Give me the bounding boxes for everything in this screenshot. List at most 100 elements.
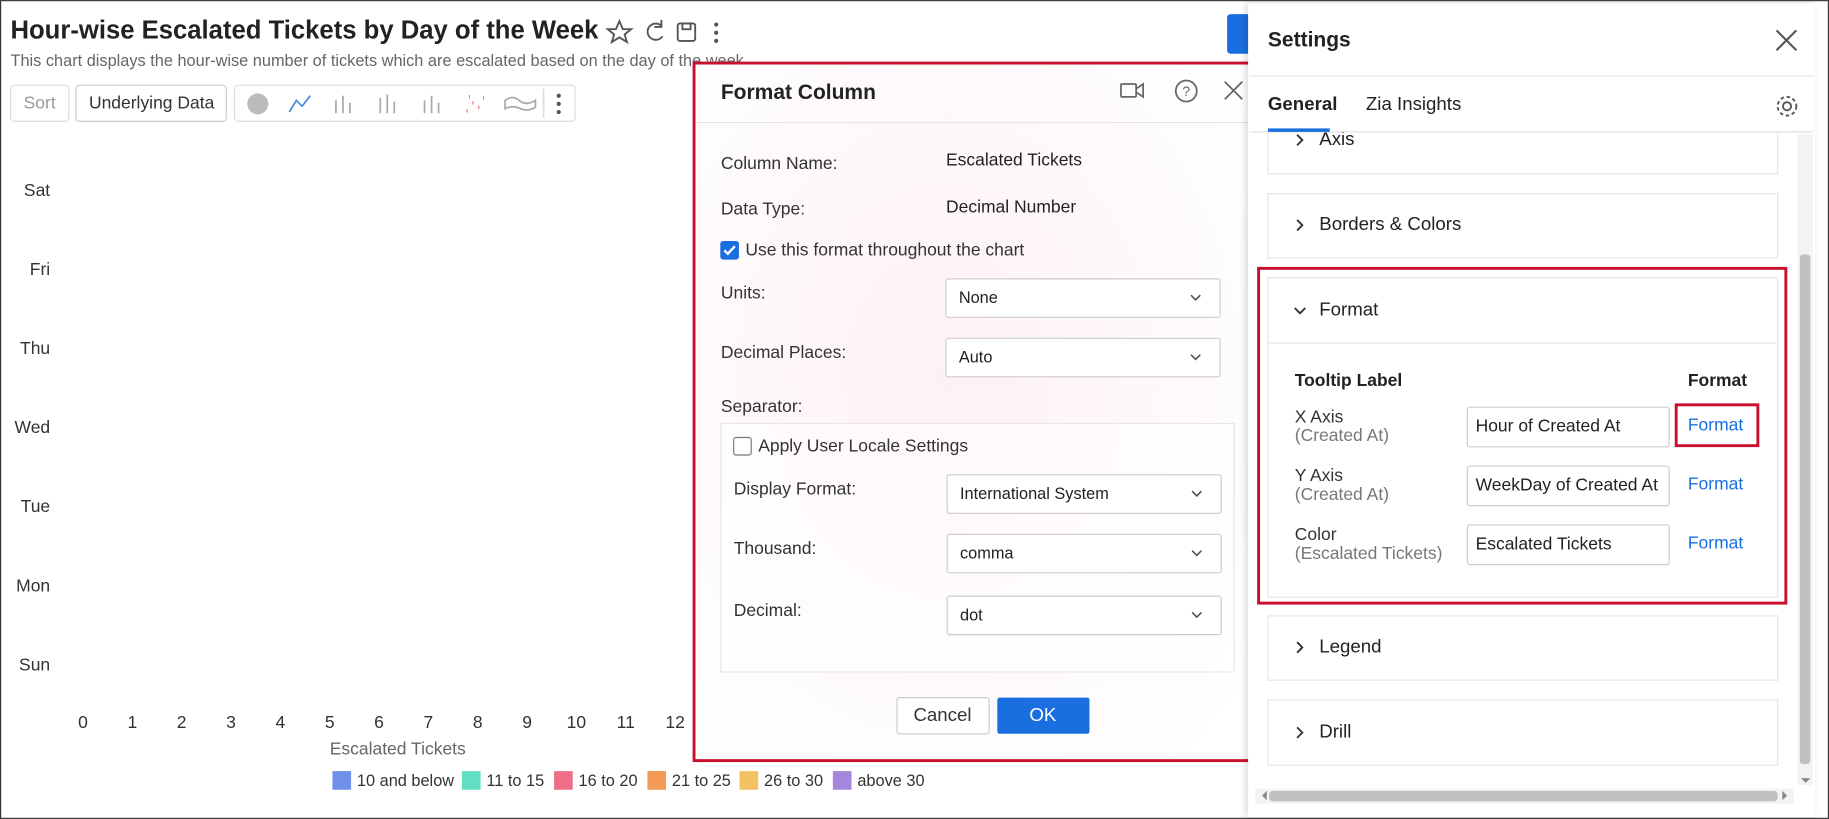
cell-label: 19 <box>418 419 436 437</box>
underlying-data-button[interactable] <box>75 84 227 122</box>
cell-label: 9 <box>374 340 383 358</box>
cell-label: 16 <box>270 182 288 200</box>
tooltip-input[interactable] <box>1466 465 1670 507</box>
dropdown[interactable] <box>946 533 1222 574</box>
cell-label: 23 <box>468 182 486 200</box>
more-icon[interactable] <box>714 22 719 44</box>
legend-swatch[interactable] <box>461 771 481 790</box>
format-highlight <box>1257 266 1788 605</box>
cell-label: 19 <box>172 261 190 279</box>
stacked-icon[interactable] <box>423 95 440 114</box>
cancel-button[interactable] <box>896 697 990 735</box>
settings-section <box>1267 699 1779 766</box>
map-icon[interactable] <box>504 96 537 111</box>
dialog-close[interactable] <box>1224 81 1243 100</box>
sort-label[interactable]: Sort <box>24 93 56 113</box>
refresh-icon[interactable] <box>646 19 664 41</box>
section-title[interactable]: Legend <box>1319 635 1381 656</box>
legend-label[interactable]: 26 to 30 <box>764 772 823 790</box>
cell-label: 33 <box>665 498 683 516</box>
dialog-title: Format Column <box>721 81 876 104</box>
legend-label[interactable]: 11 to 15 <box>486 772 544 790</box>
format-link[interactable]: Format <box>1688 532 1744 552</box>
dropdown[interactable] <box>946 595 1222 636</box>
legend-label[interactable]: above 30 <box>857 772 924 790</box>
field-label: Data Type: <box>721 199 805 219</box>
dropdown-arrow <box>1190 294 1201 302</box>
format-link[interactable]: Format <box>1688 414 1744 434</box>
h-scrollbar-thumb[interactable] <box>1269 790 1778 802</box>
settings-close[interactable] <box>1775 29 1798 51</box>
dropdown[interactable] <box>945 337 1221 378</box>
legend-label[interactable]: 10 and below <box>357 772 454 790</box>
cancel-label[interactable]: Cancel <box>913 704 971 725</box>
checkbox-label[interactable]: Use this format throughout the chart <box>745 239 1024 259</box>
tooltip-value: WeekDay of Created At <box>1476 475 1659 495</box>
scatter-icon[interactable] <box>466 95 485 113</box>
format-link[interactable]: Format <box>1688 473 1744 493</box>
axis-label: X Axis <box>1295 406 1344 426</box>
title: Hour-wise Escalated Tickets by Day of th… <box>10 16 599 44</box>
description: This chart displays the hour-wise number… <box>10 52 744 70</box>
y-tick-label: Fri <box>30 259 50 279</box>
cell-label: 22 <box>418 182 436 200</box>
dropdown-arrow <box>1190 354 1201 361</box>
legend-swatch[interactable] <box>739 771 759 790</box>
cell-label: 13 <box>122 498 140 516</box>
cell-label: 14 <box>122 182 140 200</box>
settings-tab[interactable]: General <box>1268 93 1337 114</box>
legend-label[interactable]: 16 to 20 <box>579 772 638 790</box>
legend-swatch[interactable] <box>332 771 352 790</box>
settings-panel: Axis Borders & Colors Format Legend Drill Too… <box>1248 3 1816 817</box>
dropdown-value: comma <box>960 544 1014 562</box>
cell-label: 17 <box>270 419 288 437</box>
settings-tab[interactable]: Zia Insights <box>1366 93 1461 114</box>
dropdown-arrow <box>1191 490 1203 497</box>
cell-label: 26 <box>270 498 288 516</box>
section-title[interactable]: Drill <box>1319 721 1351 742</box>
favorite-icon[interactable] <box>605 18 634 45</box>
legend-label[interactable]: 21 to 25 <box>672 772 731 790</box>
legend-swatch[interactable] <box>647 771 667 790</box>
tooltip-input[interactable] <box>1466 406 1670 448</box>
apply-locale-checkbox[interactable] <box>733 436 752 456</box>
tooltip-input[interactable] <box>1466 524 1670 566</box>
cell-label: 22 <box>320 182 338 200</box>
tooltip-value: Hour of Created At <box>1476 416 1621 436</box>
section-title[interactable]: Format <box>1319 298 1379 319</box>
cell-label: 24 <box>73 340 91 358</box>
cell-label: 11 <box>616 182 633 200</box>
ok-label[interactable]: OK <box>1029 704 1057 725</box>
column-icon[interactable] <box>379 94 396 114</box>
sort-button[interactable] <box>9 84 70 122</box>
checkbox-label[interactable]: Apply User Locale Settings <box>758 435 968 455</box>
section-title[interactable]: Borders & Colors <box>1319 213 1461 234</box>
settings-header <box>1249 3 1814 132</box>
cell-label: 11 <box>370 261 387 279</box>
y-tick-label: Sun <box>19 654 50 674</box>
section-title[interactable]: Axis <box>1319 128 1354 149</box>
axis-sub: (Created At) <box>1295 484 1389 504</box>
underlying-data-label[interactable]: Underlying Data <box>89 93 215 113</box>
cell-label: 32 <box>418 498 436 516</box>
cell-label: 13 <box>566 182 584 200</box>
cell-label: 35 <box>320 498 338 516</box>
legend-swatch[interactable] <box>832 771 852 790</box>
bar-icon[interactable] <box>335 95 351 114</box>
cell-label: 11 <box>74 656 91 674</box>
cell-label: 23 <box>517 656 535 674</box>
section-chevron <box>1296 219 1304 232</box>
line-icon[interactable] <box>288 95 311 113</box>
cell-label: 14 <box>369 498 387 516</box>
v-scrollbar-thumb[interactable] <box>1799 254 1811 765</box>
legend-swatch[interactable] <box>554 771 573 790</box>
dropdown[interactable] <box>945 278 1221 318</box>
dropdown[interactable] <box>946 474 1222 514</box>
help-icon[interactable] <box>1174 79 1198 103</box>
video-icon[interactable] <box>1120 83 1138 98</box>
toolbar-more-icon[interactable] <box>556 93 561 115</box>
cell-label: 16 <box>270 261 288 279</box>
pie-icon[interactable] <box>247 93 269 115</box>
settings-gear[interactable] <box>1776 95 1798 117</box>
ok-button[interactable] <box>997 697 1090 734</box>
